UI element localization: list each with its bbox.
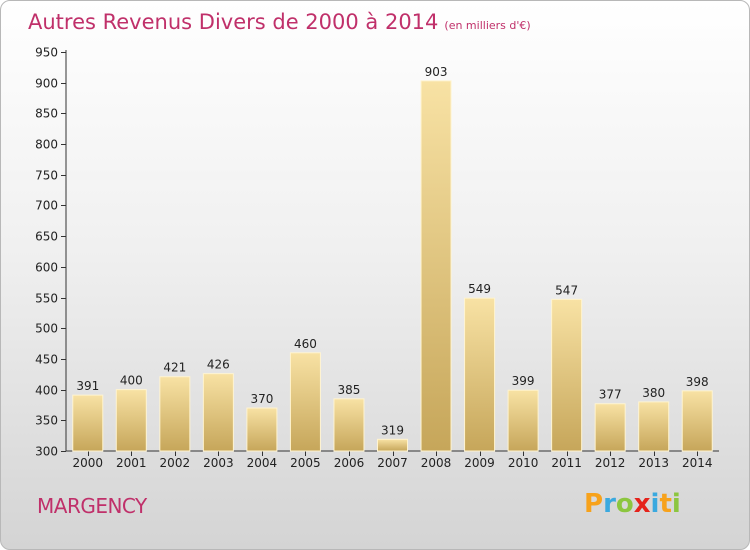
bar-value-label: 903 — [425, 65, 448, 79]
x-tick-label: 2010 — [508, 456, 539, 470]
y-tick-label: 350 — [35, 414, 58, 428]
bar-value-label: 549 — [468, 282, 491, 296]
x-tick-label: 2014 — [682, 456, 713, 470]
logo-letter: i — [650, 489, 660, 519]
logo-letter: t — [659, 489, 672, 519]
bar — [638, 401, 670, 452]
y-tick-label: 850 — [35, 107, 58, 121]
bar — [246, 407, 278, 452]
bar-value-label: 421 — [163, 361, 186, 375]
bar — [72, 394, 104, 452]
x-tick-label: 2007 — [377, 456, 408, 470]
logo-letter: r — [603, 489, 616, 519]
bar — [464, 297, 496, 452]
bar-value-label: 400 — [120, 374, 143, 388]
bar-value-label: 380 — [642, 386, 665, 400]
x-tick-label: 2005 — [290, 456, 321, 470]
bar — [115, 389, 147, 452]
logo-letter: P — [584, 489, 604, 519]
y-tick-label: 650 — [35, 230, 58, 244]
location-label: MARGENCY — [37, 494, 147, 518]
x-tick-label: 2006 — [334, 456, 365, 470]
proxiti-logo: Proxiti — [584, 489, 681, 519]
x-tick-label: 2009 — [464, 456, 495, 470]
y-tick-label: 750 — [35, 169, 58, 183]
y-tick-label: 900 — [35, 77, 58, 91]
chart-title-text: Autres Revenus Divers de 2000 à 2014 — [28, 10, 439, 34]
bar — [377, 438, 408, 452]
bar-value-label: 460 — [294, 337, 317, 351]
x-tick-label: 2001 — [116, 456, 147, 470]
bar-value-label: 377 — [599, 388, 622, 402]
bar-value-label: 398 — [686, 375, 709, 389]
logo-letter: x — [633, 489, 651, 519]
logo-letter: i — [671, 489, 681, 519]
y-tick-label: 700 — [35, 199, 58, 213]
chart-title: Autres Revenus Divers de 2000 à 2014 (en … — [28, 10, 531, 34]
y-tick-label: 800 — [35, 138, 58, 152]
y-tick-label: 500 — [35, 322, 58, 336]
bar-value-label: 370 — [250, 392, 273, 406]
x-tick-label: 2004 — [247, 456, 278, 470]
x-tick-label: 2011 — [551, 456, 582, 470]
bar-value-label: 547 — [555, 283, 578, 297]
x-tick-label: 2002 — [160, 456, 191, 470]
bar — [420, 80, 452, 452]
bar — [507, 389, 539, 452]
bar-value-label: 319 — [381, 423, 404, 437]
bar — [289, 352, 321, 452]
y-tick-label: 400 — [35, 384, 58, 398]
bar — [159, 376, 191, 452]
bar — [551, 298, 583, 452]
logo-letter: o — [615, 489, 634, 519]
x-tick-label: 2000 — [72, 456, 103, 470]
x-tick-label: 2003 — [203, 456, 234, 470]
bar-value-label: 391 — [76, 379, 99, 393]
y-tick-label: 450 — [35, 353, 58, 367]
y-tick-label: 950 — [35, 46, 58, 60]
bar — [681, 390, 713, 452]
x-tick-label: 2012 — [595, 456, 626, 470]
bar-value-label: 426 — [207, 358, 230, 372]
x-tick-label: 2008 — [421, 456, 452, 470]
bar — [333, 398, 365, 452]
bar — [594, 403, 626, 452]
y-tick-label: 300 — [35, 445, 58, 459]
chart-unit-note: (en milliers d'€) — [444, 19, 531, 32]
y-tick-label: 600 — [35, 261, 58, 275]
bar — [202, 373, 234, 452]
bar-value-label: 399 — [512, 374, 535, 388]
bar-value-label: 385 — [338, 383, 361, 397]
x-tick-label: 2013 — [638, 456, 669, 470]
y-tick-label: 550 — [35, 292, 58, 306]
